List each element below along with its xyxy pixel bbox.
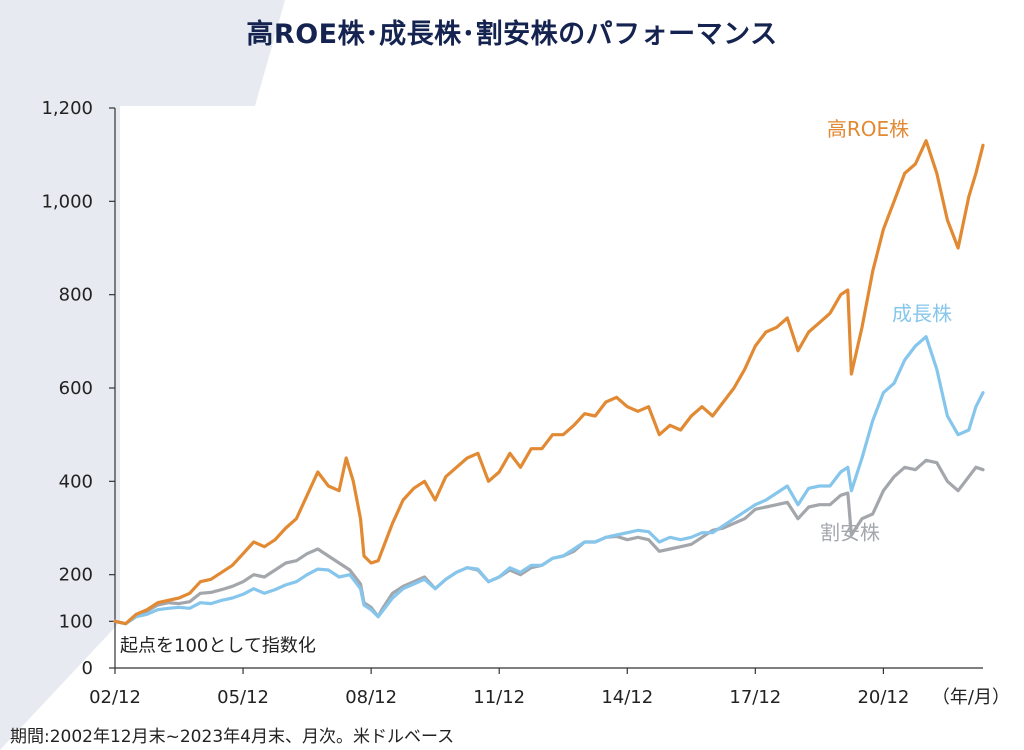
y-tick-label: 1,200 [41, 98, 93, 119]
footnote: 期間:2002年12月末~2023年4月末、月次。米ドルベース [10, 727, 455, 747]
x-unit-label: （年/月） [932, 687, 1010, 708]
y-tick-label: 800 [59, 285, 93, 306]
x-tick-label: 14/12 [601, 687, 653, 708]
chart-title: 高ROE株･成長株･割安株のパフォーマンス [246, 19, 778, 50]
series-label: 高ROE株 [827, 117, 909, 141]
x-tick-label: 08/12 [345, 687, 397, 708]
y-tick-label: 600 [59, 378, 93, 399]
x-tick-label: 11/12 [473, 687, 525, 708]
series-label: 割安株 [820, 521, 880, 545]
axes: 0 100 200 400 600 800 1,000 1,200 02/12 05/12 08/1… [41, 98, 983, 708]
series-label: 成長株 [892, 301, 952, 325]
x-tick-label: 02/12 [89, 687, 141, 708]
y-tick-label: 200 [59, 565, 93, 586]
x-tick-label: 17/12 [729, 687, 781, 708]
background-shape [0, 0, 285, 750]
series-line [113, 335, 985, 626]
annotation-label: 起点を100として指数化 [120, 635, 316, 656]
x-tick-label: 20/12 [857, 687, 909, 708]
series-line [113, 139, 985, 626]
y-tick-label: 100 [59, 611, 93, 632]
x-tick-label: 05/12 [217, 687, 269, 708]
series-lines [113, 139, 985, 626]
y-tick-label: 1,000 [41, 191, 93, 212]
y-tick-label: 0 [82, 658, 93, 679]
y-tick-label: 400 [59, 471, 93, 492]
